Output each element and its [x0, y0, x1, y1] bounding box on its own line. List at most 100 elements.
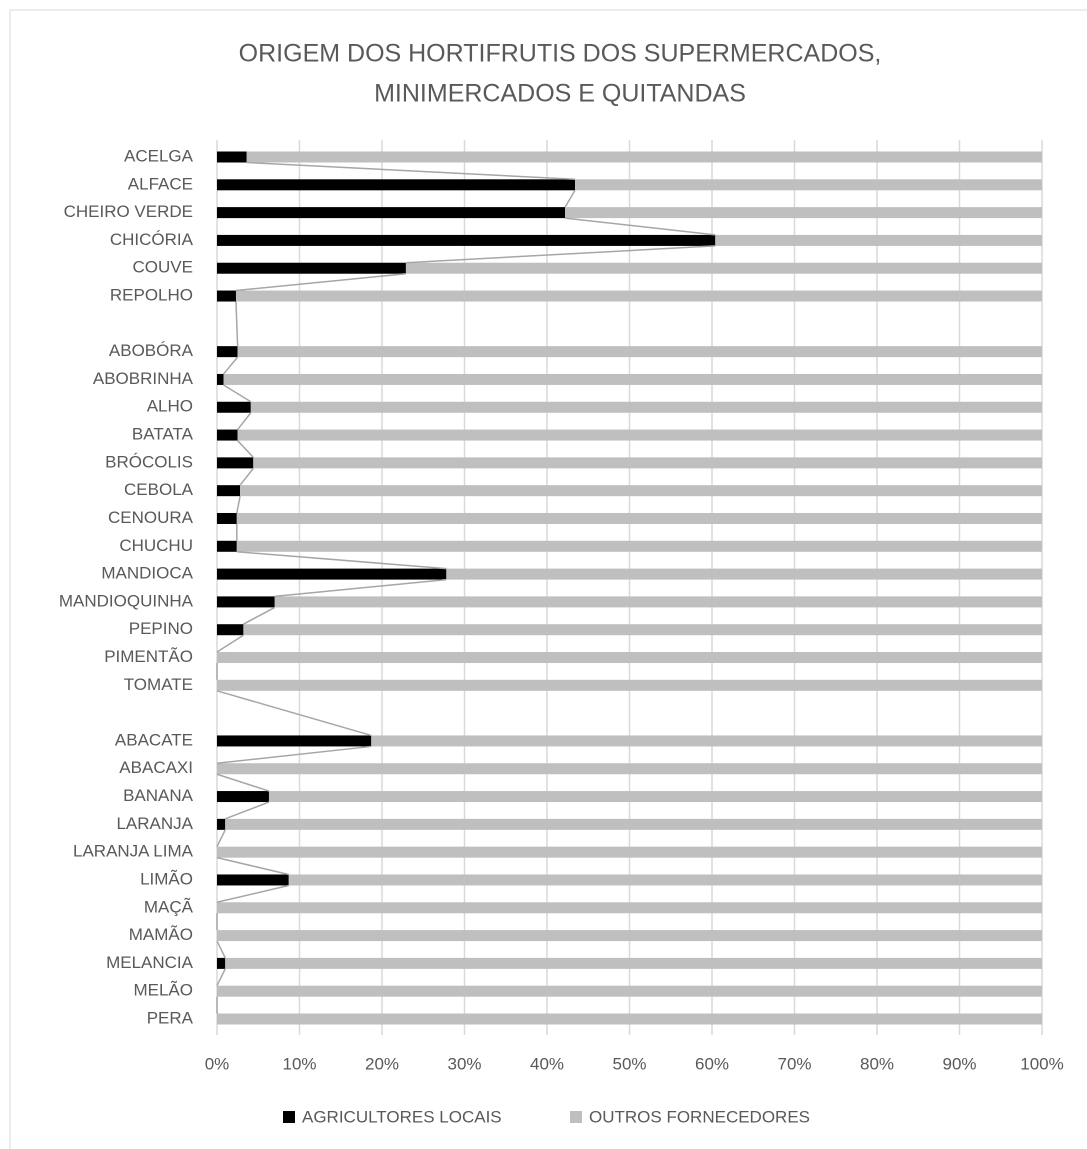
- bar: [217, 207, 566, 219]
- x-tick-label: 20%: [365, 1054, 399, 1073]
- y-tick-label: ACELGA: [124, 146, 194, 165]
- x-tick-label: 0%: [205, 1054, 230, 1073]
- bar: [253, 457, 1043, 469]
- bar: [217, 401, 251, 413]
- bar: [223, 373, 1043, 385]
- bar: [268, 791, 1043, 803]
- bar: [446, 568, 1043, 580]
- bar: [217, 930, 1042, 942]
- bar: [217, 763, 1042, 775]
- y-tick-label: ALHO: [147, 397, 193, 416]
- bar: [217, 791, 269, 803]
- y-tick-label: MAMÃO: [129, 925, 193, 944]
- bar: [217, 957, 226, 969]
- legend-label: AGRICULTORES LOCAIS: [302, 1107, 502, 1126]
- bar: [217, 679, 1042, 691]
- y-tick-label: ABOBRINHA: [93, 369, 194, 388]
- series-line: [274, 578, 447, 598]
- x-tick-label: 60%: [695, 1054, 729, 1073]
- bar: [217, 624, 244, 636]
- bar: [217, 290, 236, 302]
- y-tick-label: CEBOLA: [124, 480, 194, 499]
- bar: [217, 179, 576, 191]
- x-tick-label: 90%: [942, 1054, 976, 1073]
- bar: [217, 596, 275, 608]
- x-tick-label: 10%: [282, 1054, 316, 1073]
- x-tick-label: 80%: [860, 1054, 894, 1073]
- y-tick-label: BATATA: [132, 425, 194, 444]
- bar: [217, 818, 226, 830]
- y-tick-label: ABACATE: [115, 730, 193, 749]
- y-tick-label: CHICÓRIA: [110, 230, 194, 249]
- y-tick-label: COUVE: [133, 258, 193, 277]
- chart-frame: [9, 9, 1087, 1149]
- bar: [217, 985, 1042, 997]
- bar: [217, 846, 1042, 858]
- bar: [225, 957, 1042, 969]
- y-tick-label: MAÇÃ: [144, 897, 194, 916]
- y-tick-label: ALFACE: [128, 174, 193, 193]
- series-line: [235, 272, 406, 292]
- series-line: [216, 884, 289, 904]
- series-line: [565, 217, 716, 236]
- y-tick-label: CHUCHU: [119, 536, 193, 555]
- y-tick-label: MANDIOQUINHA: [59, 591, 194, 610]
- series-line: [236, 496, 241, 514]
- legend-swatch: [570, 1111, 582, 1123]
- bar: [243, 624, 1042, 636]
- bar: [217, 874, 289, 886]
- legend-label: OUTROS FORNECEDORES: [589, 1107, 810, 1126]
- bar: [236, 512, 1043, 524]
- bar: [405, 262, 1042, 274]
- bar: [217, 373, 224, 385]
- bar: [240, 485, 1043, 497]
- y-tick-label: LARANJA: [116, 814, 193, 833]
- y-tick-label: REPOLHO: [110, 286, 193, 305]
- series-line: [564, 189, 576, 208]
- series-line: [216, 690, 372, 737]
- bar: [237, 346, 1042, 358]
- series-line: [223, 384, 252, 403]
- bar: [715, 234, 1042, 246]
- bar: [217, 485, 241, 497]
- series-line: [224, 801, 270, 820]
- y-tick-label: PERA: [147, 1008, 194, 1027]
- bar: [217, 429, 238, 441]
- y-tick-label: BRÓCOLIS: [105, 452, 193, 471]
- bar: [217, 457, 254, 469]
- bar: [217, 262, 406, 274]
- y-tick-label: ABACAXI: [119, 758, 193, 777]
- y-tick-label: BANANA: [123, 786, 194, 805]
- y-tick-label: ABOBÓRA: [109, 341, 194, 360]
- bar: [217, 346, 238, 358]
- bar: [565, 207, 1042, 219]
- x-tick-label: 30%: [447, 1054, 481, 1073]
- bar: [217, 234, 716, 246]
- series-line: [237, 412, 252, 431]
- series-line: [237, 440, 254, 458]
- bar: [217, 512, 237, 524]
- series-line: [235, 301, 239, 347]
- y-tick-label: LIMÃO: [140, 869, 193, 888]
- x-tick-label: 40%: [530, 1054, 564, 1073]
- series-line: [216, 634, 244, 653]
- series-line: [216, 773, 270, 792]
- y-tick-label: PEPINO: [129, 619, 193, 638]
- series-line: [246, 161, 576, 181]
- series-line: [236, 551, 447, 570]
- bar: [288, 874, 1042, 886]
- bar: [225, 818, 1042, 830]
- y-tick-label: CHEIRO VERDE: [64, 202, 193, 221]
- y-tick-label: MELANCIA: [106, 953, 194, 972]
- series-line: [216, 968, 226, 987]
- x-tick-label: 100%: [1020, 1054, 1063, 1073]
- series-line: [223, 356, 239, 375]
- x-tick-label: 70%: [777, 1054, 811, 1073]
- y-tick-label: CENOURA: [108, 508, 194, 527]
- legend-swatch: [283, 1111, 295, 1123]
- bar: [575, 179, 1042, 191]
- bar: [217, 735, 372, 747]
- bar: [236, 540, 1043, 552]
- bar: [371, 735, 1042, 747]
- bar: [250, 401, 1042, 413]
